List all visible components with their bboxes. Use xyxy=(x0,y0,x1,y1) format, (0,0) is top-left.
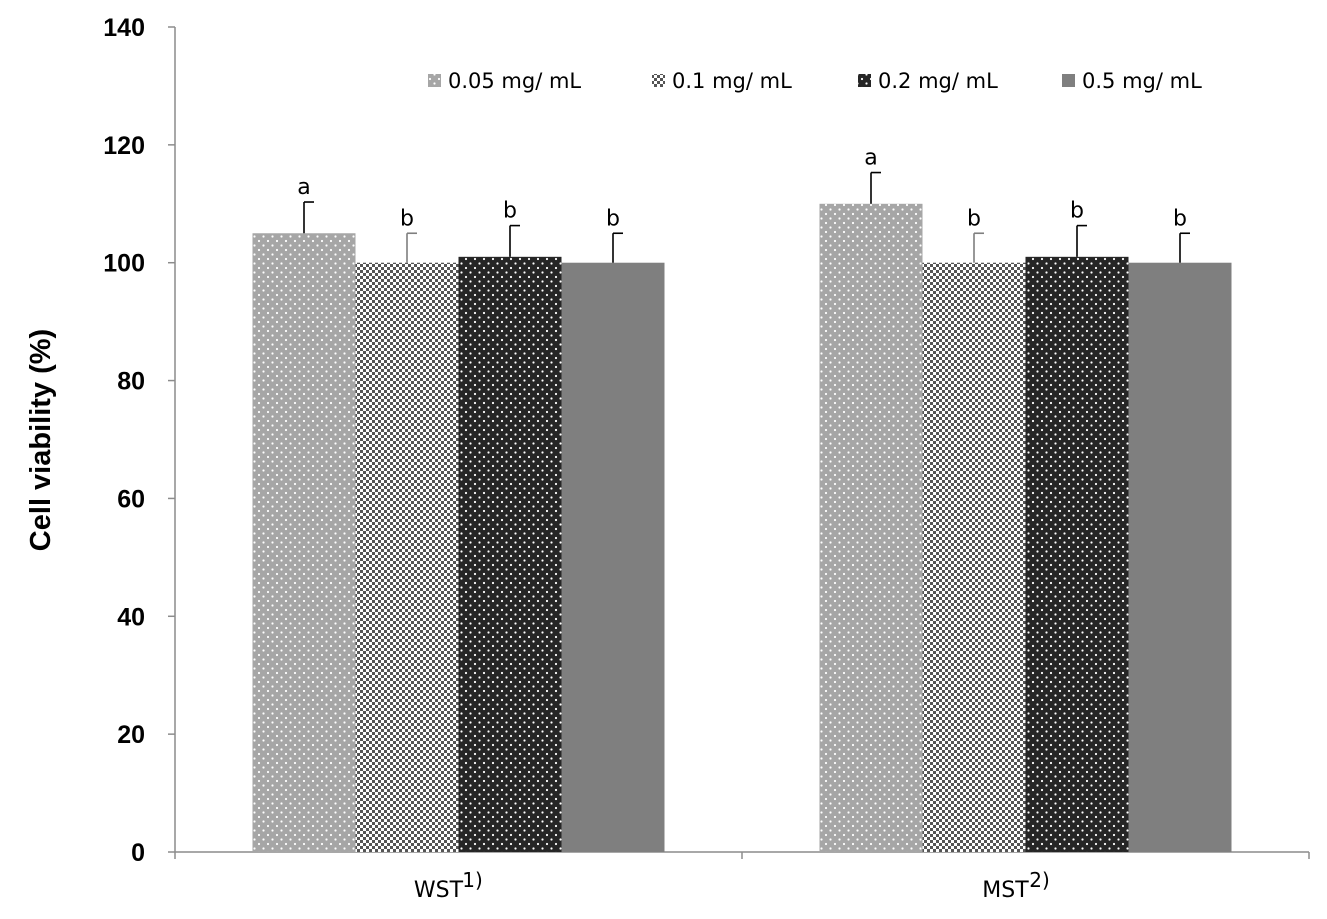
significance-letter: a xyxy=(297,175,310,200)
legend-swatch xyxy=(428,74,441,87)
x-tick-label-superscript: 2) xyxy=(1029,868,1050,892)
error-bars xyxy=(303,171,1190,263)
bar xyxy=(561,262,665,852)
x-tick-label: MST xyxy=(982,878,1029,903)
significance-letters: a b b b a b b b xyxy=(297,146,1187,232)
category-labels: WST 1) MST 2) xyxy=(414,868,1050,903)
y-ticks: 0 20 40 60 80 100 120 140 xyxy=(103,14,175,867)
bar xyxy=(819,203,923,853)
x-tick-label: WST xyxy=(414,878,464,903)
bar xyxy=(458,256,562,853)
y-tick-label: 80 xyxy=(117,368,145,396)
significance-letter: b xyxy=(967,206,981,231)
legend-swatch xyxy=(858,74,871,87)
legend-swatch xyxy=(652,74,665,87)
significance-letter: b xyxy=(503,199,517,224)
y-tick-label: 100 xyxy=(103,250,145,278)
legend-label: 0.2 mg/ mL xyxy=(878,69,998,93)
x-ticks xyxy=(174,852,1310,859)
significance-letter: b xyxy=(1070,199,1084,224)
y-axis-label: Cell viability (%) xyxy=(25,329,57,551)
bars xyxy=(252,203,1232,853)
legend-label: 0.1 mg/ mL xyxy=(672,69,792,93)
bar xyxy=(922,262,1026,852)
y-tick-label: 20 xyxy=(117,721,145,749)
legend: 0.05 mg/ mL 0.1 mg/ mL 0.2 mg/ mL 0.5 mg/ m… xyxy=(428,69,1202,93)
significance-letter: b xyxy=(1173,206,1187,231)
y-tick-label: 120 xyxy=(103,132,145,160)
significance-letter: b xyxy=(606,206,620,231)
significance-letter: b xyxy=(400,206,414,231)
y-tick-label: 40 xyxy=(117,603,145,631)
bar xyxy=(252,233,356,852)
legend-label: 0.05 mg/ mL xyxy=(448,69,581,93)
bar xyxy=(1128,262,1232,852)
y-tick-label: 140 xyxy=(103,14,145,42)
y-tick-label: 60 xyxy=(117,485,145,513)
bar xyxy=(355,262,459,852)
y-tick-label: 0 xyxy=(131,839,145,867)
significance-letter: a xyxy=(864,146,877,171)
legend-swatch xyxy=(1062,74,1075,87)
legend-label: 0.5 mg/ mL xyxy=(1082,69,1202,93)
x-tick-label-superscript: 1) xyxy=(462,868,483,892)
bar xyxy=(1025,256,1129,853)
